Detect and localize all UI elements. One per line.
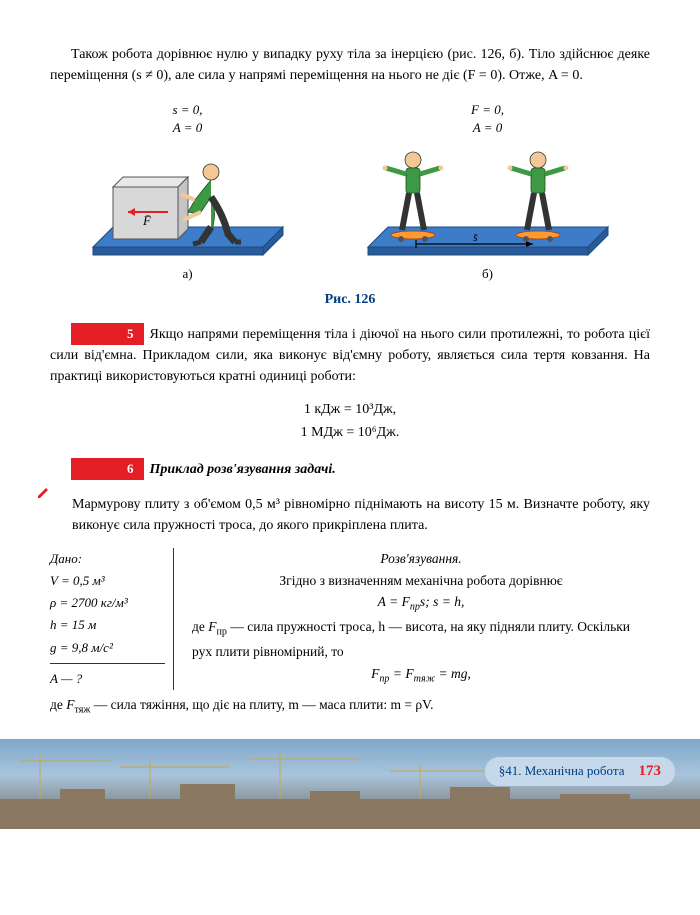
section-6-title: Приклад розв'язування задачі. <box>150 462 336 477</box>
figure-a-svg: F̄ <box>83 142 293 262</box>
given-data: Дано: V = 0,5 м³ ρ = 2700 кг/м³ h = 15 м… <box>50 548 174 690</box>
figure-a-label: s = 0,A = 0 <box>172 101 202 137</box>
intro-paragraph: Також робота дорівнює нулю у випадку рух… <box>50 44 650 86</box>
svg-text:s̄: s̄ <box>473 230 478 244</box>
figure-b-sublabel: б) <box>482 266 493 282</box>
figure-b-svg: s̄ <box>358 142 618 262</box>
paragraph-5: 5Якщо напрями переміщення тіла і діючої … <box>50 323 650 387</box>
formula-block: 1 кДж = 10³Дж, 1 МДж = 10⁶Дж. <box>50 399 650 444</box>
problem-solution-row: Дано: V = 0,5 м³ ρ = 2700 кг/м³ h = 15 м… <box>50 548 650 690</box>
badge-5: 5 <box>71 323 144 345</box>
page-footer: §41. Механічна робота 173 <box>0 739 700 829</box>
footer-bar: §41. Механічна робота 173 <box>485 757 675 786</box>
problem-statement: Мармурову плиту з об'ємом 0,5 м³ рівномі… <box>72 494 650 536</box>
svg-text:F̄: F̄ <box>142 213 152 228</box>
solution-cont: де Fтяж — сила тяжіння, що діє на плиту,… <box>50 694 650 719</box>
footer-page-number: 173 <box>639 763 662 780</box>
figure-caption: Рис. 126 <box>50 292 650 308</box>
figure-a-sublabel: а) <box>182 266 192 282</box>
figure-b: F = 0,A = 0 s̄ <box>358 101 618 282</box>
pencil-icon <box>36 486 50 505</box>
figure-b-label: F = 0,A = 0 <box>471 101 504 137</box>
figure-row: s = 0,A = 0 F̄ <box>50 101 650 282</box>
badge-6: 6 <box>71 458 144 480</box>
figure-a: s = 0,A = 0 F̄ <box>83 101 293 282</box>
footer-section-label: §41. Механічна робота <box>499 763 625 779</box>
section-6-header: 6 Приклад розв'язування задачі. <box>50 458 650 480</box>
solution: Розв'язування. Згідно з визначенням меха… <box>174 548 650 690</box>
